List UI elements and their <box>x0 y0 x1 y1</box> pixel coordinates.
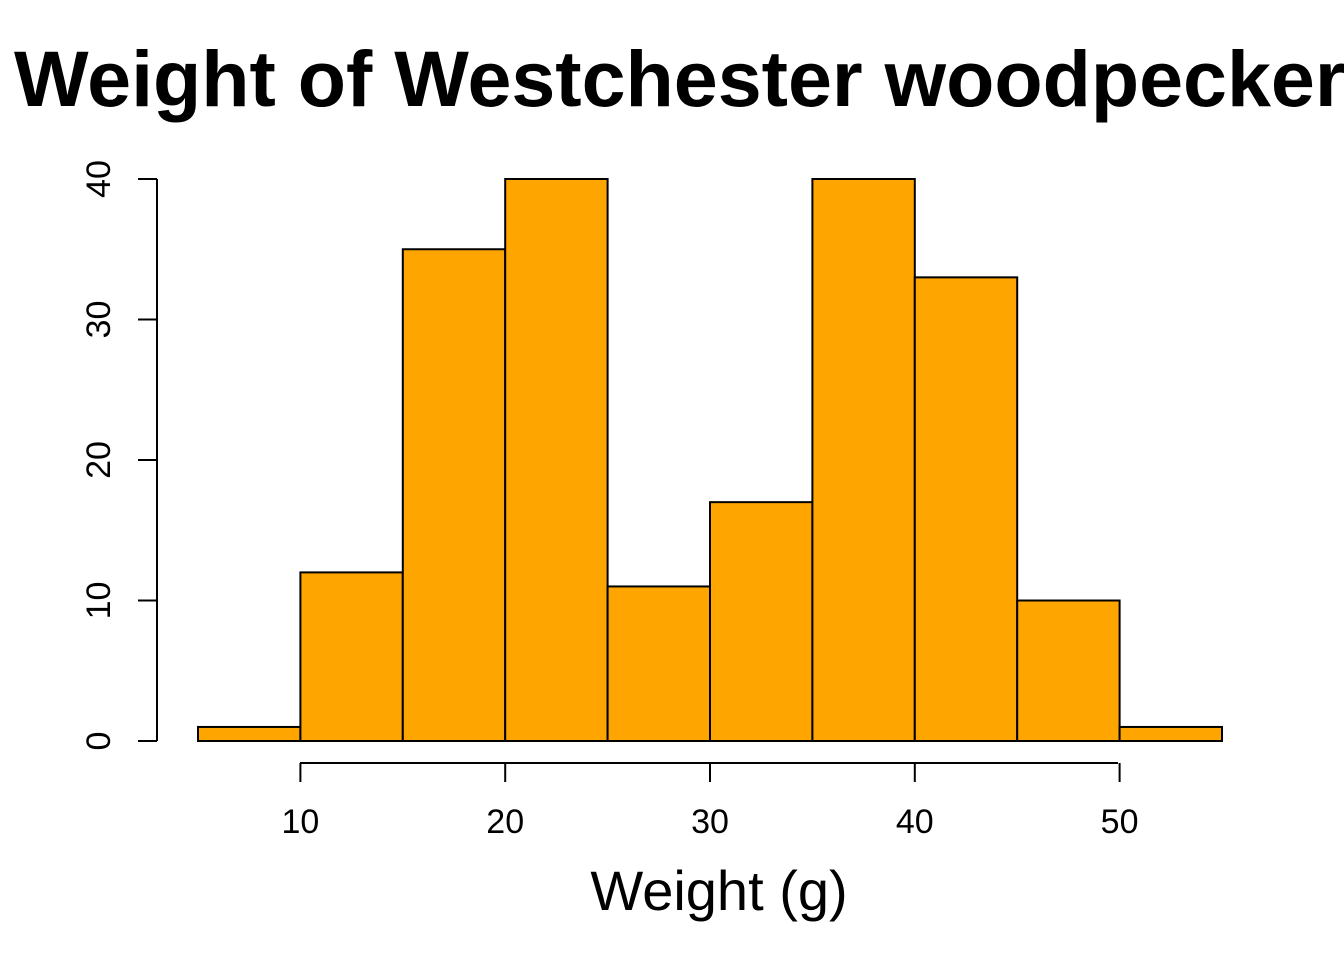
x-tick-label: 50 <box>1101 803 1139 841</box>
histogram-bar <box>1118 725 1223 743</box>
y-axis: 0 10 20 30 40 <box>80 160 158 751</box>
histogram-bar <box>299 571 404 743</box>
chart-title: Weight of Westchester woodpeckers <box>14 34 1344 123</box>
x-tick-label: 30 <box>691 803 729 841</box>
histogram-bar <box>606 585 711 743</box>
x-tick-label: 40 <box>896 803 934 841</box>
y-tick-label: 20 <box>80 441 118 479</box>
histogram-bar <box>709 501 814 742</box>
histogram-bar <box>1016 599 1121 742</box>
histogram-bar <box>504 178 609 742</box>
x-axis-label: Weight (g) <box>590 859 847 922</box>
histogram-bar <box>401 248 507 742</box>
y-tick-label: 40 <box>80 160 118 198</box>
x-tick-label: 10 <box>281 803 319 841</box>
histogram-bar <box>811 178 916 742</box>
y-tick-label: 0 <box>80 732 118 751</box>
x-tick-label: 20 <box>486 803 524 841</box>
y-tick-label: 30 <box>80 301 118 339</box>
histogram-bar <box>197 725 302 743</box>
x-axis: 10 20 30 40 50 <box>281 762 1139 841</box>
y-tick-label: 10 <box>80 582 118 620</box>
bars-group <box>197 178 1223 743</box>
histogram-bar <box>913 276 1019 742</box>
